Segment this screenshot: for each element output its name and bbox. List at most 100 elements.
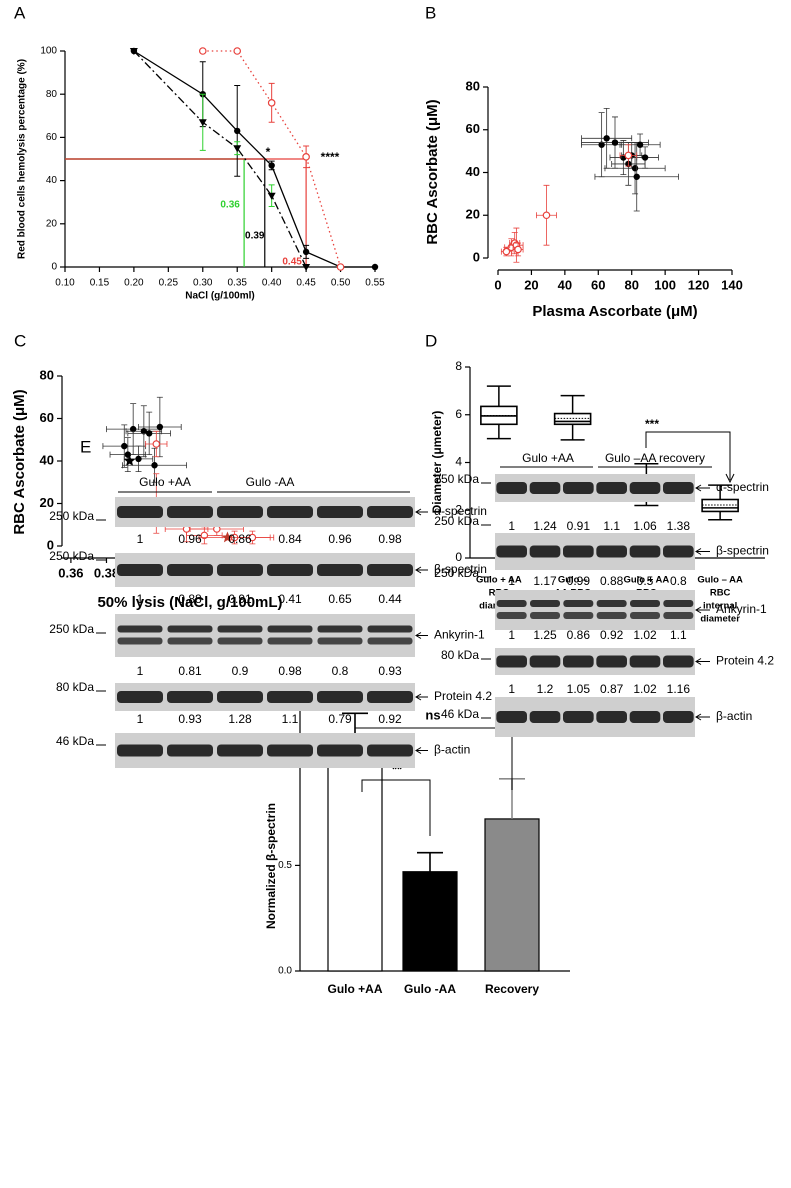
box [553, 412, 592, 426]
band [217, 506, 263, 518]
band-ratio: 0.91 [567, 519, 591, 533]
band [267, 744, 313, 757]
threshold-label: 0.36 [220, 200, 240, 211]
band [267, 506, 313, 518]
point [248, 533, 257, 542]
band [663, 482, 694, 494]
y-tick-label: 100 [40, 46, 57, 57]
band [367, 637, 413, 645]
marker-label: 250 kDa [434, 472, 479, 486]
x-tick-label: Gulo +AA [327, 982, 382, 996]
panel-label: A [14, 3, 26, 22]
y-tick-label: 20 [40, 495, 54, 510]
band [167, 637, 213, 645]
band-ratio: 0.86 [228, 532, 252, 546]
band [529, 711, 561, 723]
protein-arrow [695, 484, 710, 492]
x-tick-label: 100 [654, 277, 676, 292]
band [663, 655, 694, 668]
band [496, 482, 527, 494]
protein-arrow [415, 632, 428, 639]
y-tick-label: 0.0 [278, 966, 292, 977]
band [167, 691, 213, 703]
band-ratio: 0.8 [332, 664, 349, 678]
marker-label: 250 kDa [49, 549, 94, 563]
band [367, 564, 413, 576]
band-ratio: 0.88 [178, 592, 202, 606]
band [267, 625, 313, 633]
y-axis-label: RBC Ascorbate (μM) [11, 389, 28, 534]
protein-arrow [695, 713, 710, 721]
band-ratio: 1 [137, 664, 144, 678]
band [596, 612, 627, 619]
x-tick-label: Gulo – AA [697, 575, 743, 586]
band-ratio: 0.88 [600, 574, 624, 588]
point [200, 531, 209, 540]
band-ratio: 1.06 [633, 519, 657, 533]
point [129, 48, 138, 55]
band [563, 545, 594, 558]
band [530, 612, 560, 619]
y-tick-label: 6 [455, 407, 462, 421]
series-line [202, 50, 342, 268]
band [367, 506, 413, 518]
band [117, 691, 163, 703]
y-tick-label: 0 [473, 249, 480, 264]
point [152, 440, 161, 448]
band [563, 655, 594, 668]
x-tick-label: Gulo -AA [404, 982, 456, 996]
point [641, 154, 649, 161]
x-tick-label: Gulo + AA [476, 575, 522, 586]
x-tick-label: 0.30 [193, 278, 213, 289]
protein-label: β-actin [716, 709, 752, 723]
marker-label: 250 kDa [49, 622, 94, 636]
band-ratio: 1.1 [282, 712, 299, 726]
point [267, 99, 276, 107]
x-tick-label: 0.38 [94, 565, 119, 580]
band-ratio: 0.5 [637, 574, 654, 588]
band-ratio: 0.93 [378, 664, 402, 678]
band-ratio: 0.79 [328, 712, 352, 726]
x-tick-label: diameter [700, 614, 740, 625]
blot-strip [495, 590, 695, 630]
x-tick-label: 0.20 [124, 278, 144, 289]
band [117, 744, 163, 757]
band [217, 564, 263, 576]
band [267, 637, 313, 645]
band-ratio: 1 [137, 592, 144, 606]
x-tick-label: 0.40 [262, 278, 282, 289]
marker-label: 46 kDa [441, 707, 479, 721]
band-ratio: 1 [508, 628, 515, 642]
marker-label: 46 kDa [56, 734, 94, 748]
point [371, 263, 379, 271]
band-ratio: 1.02 [633, 628, 657, 642]
band [496, 711, 527, 723]
blot-strip [115, 683, 415, 711]
point [624, 151, 633, 160]
band [630, 612, 660, 619]
band [563, 612, 594, 619]
whisker-high [708, 484, 733, 500]
x-tick-label: 0.15 [90, 278, 110, 289]
protein-arrow [415, 566, 428, 574]
protein-label: Ankyrin-1 [434, 628, 485, 642]
protein-arrow [415, 508, 428, 516]
blot-strip [495, 697, 695, 737]
protein-label: Ankyrin-1 [716, 602, 767, 616]
blot-strip [115, 553, 415, 587]
band-ratio: 1.02 [633, 682, 657, 696]
band [317, 637, 363, 645]
band-ratio: 0.87 [600, 682, 624, 696]
protein-arrow [695, 548, 710, 555]
x-tick-label: Gulo – [558, 575, 588, 586]
band [267, 564, 313, 576]
band [317, 506, 363, 518]
point [598, 141, 605, 148]
band-ratio: 1.17 [533, 574, 557, 588]
group-label: Gulo +AA [139, 475, 191, 489]
annotation: *** [645, 417, 659, 431]
series-line [133, 50, 307, 268]
y-tick-label: 8 [455, 359, 462, 373]
